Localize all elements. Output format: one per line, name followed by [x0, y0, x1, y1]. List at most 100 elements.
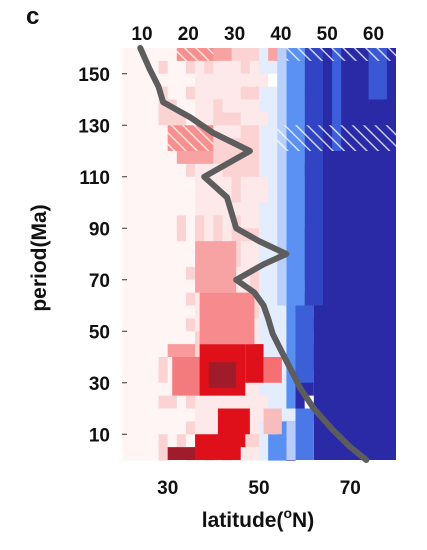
- y-tick-label: 10: [89, 425, 110, 446]
- hatched-band: [286, 48, 396, 61]
- heatmap-cell: [140, 331, 150, 345]
- heatmap-cell: [158, 189, 169, 204]
- hatched-band: [176, 48, 214, 61]
- heatmap-cell: [240, 86, 251, 101]
- heatmap-cell: [167, 266, 178, 281]
- heatmap-cell: [158, 408, 169, 422]
- heatmap-cell: [231, 189, 242, 204]
- heatmap-cell: [195, 447, 214, 460]
- heatmap-cell: [268, 163, 278, 178]
- heatmap-cell: [249, 163, 260, 178]
- heatmap-cell: [158, 382, 169, 397]
- heatmap-cell: [140, 228, 150, 242]
- heatmap-cell: [195, 151, 205, 165]
- heatmap-cell: [167, 151, 178, 165]
- heatmap-cell: [149, 318, 160, 332]
- heatmap-cell: [122, 305, 132, 319]
- heatmap-cell: [140, 447, 150, 461]
- heatmap-cell: [140, 138, 150, 152]
- heatmap-cell: [268, 202, 278, 216]
- heatmap-cell: [259, 60, 269, 75]
- heatmap-cell: [176, 395, 187, 410]
- heatmap-cell: [158, 254, 169, 268]
- heatmap-cell: [167, 279, 178, 294]
- heatmap-cell: [185, 86, 196, 101]
- heatmap-cell: [263, 357, 282, 383]
- heatmap-cell: [240, 112, 251, 126]
- x-axis-title-degree: o: [283, 505, 292, 521]
- heatmap-cell: [158, 125, 169, 139]
- heatmap-cell: [167, 176, 178, 191]
- heatmap-cell: [222, 138, 233, 152]
- heatmap-cell: [222, 228, 233, 242]
- heatmap-cell: [245, 344, 264, 383]
- heatmap-cell: [140, 189, 150, 204]
- heatmap-cell: [176, 176, 187, 191]
- heatmap-cell: [249, 305, 260, 319]
- heatmap-cell: [176, 292, 187, 307]
- heatmap-cell: [204, 408, 214, 422]
- heatmap-cell: [167, 189, 178, 204]
- heatmap-cell: [195, 241, 237, 293]
- heatmap-cell: [259, 163, 269, 178]
- heatmap-cell: [167, 254, 178, 268]
- top-tick-label: 10: [131, 24, 152, 45]
- heatmap-cell: [249, 408, 260, 422]
- heatmap-cell: [131, 318, 141, 332]
- heatmap-cell: [259, 228, 269, 242]
- heatmap-cell: [176, 318, 187, 332]
- heatmap-cell: [131, 228, 141, 242]
- heatmap-cell: [277, 395, 287, 410]
- heatmap-cell: [167, 447, 196, 460]
- heatmap-cell: [231, 163, 242, 178]
- heatmap-cell: [185, 318, 196, 332]
- heatmap-cell: [185, 408, 196, 422]
- heatmap-cell: [222, 176, 233, 191]
- heatmap-cell: [231, 112, 242, 126]
- heatmap-cell: [213, 395, 224, 410]
- heatmap-cell: [204, 99, 214, 113]
- heatmap-cell: [122, 318, 132, 332]
- heatmap-cell: [222, 215, 233, 229]
- heatmap-cell: [131, 202, 141, 216]
- heatmap-cell: [167, 421, 178, 435]
- heatmap-cell: [204, 215, 214, 229]
- heatmap-cell: [158, 331, 169, 345]
- heatmap-cell: [158, 48, 169, 62]
- heatmap-cell: [149, 86, 160, 101]
- heatmap-cell: [268, 266, 278, 281]
- heatmap-cell: [131, 163, 141, 178]
- heatmap-cell: [176, 73, 187, 88]
- heatmap-cell: [131, 266, 141, 281]
- heatmap-cell: [213, 86, 224, 101]
- heatmap-cell: [195, 176, 205, 191]
- heatmap-cell: [158, 292, 169, 307]
- heatmap-cell: [332, 48, 342, 151]
- heatmap-cell: [259, 112, 269, 126]
- heatmap-cell: [195, 408, 205, 422]
- heatmap-cell: [185, 73, 196, 88]
- heatmap-cell: [122, 202, 132, 216]
- heatmap-cell: [240, 125, 251, 139]
- heatmap-cell: [149, 125, 160, 139]
- heatmap-cell: [176, 279, 187, 294]
- heatmap-cell: [195, 163, 205, 178]
- top-tick-label: 30: [224, 24, 245, 45]
- heatmap-cell: [268, 344, 278, 358]
- heatmap-cell: [249, 189, 260, 204]
- heatmap-cell: [249, 254, 260, 268]
- heatmap-cell: [131, 254, 141, 268]
- heatmap-cell: [277, 357, 287, 371]
- heatmap-cell: [122, 176, 132, 191]
- heatmap-cell: [185, 292, 196, 307]
- heatmap-cell: [195, 202, 205, 216]
- heatmap-cell: [122, 254, 132, 268]
- heatmap-cell: [277, 48, 287, 306]
- x-tick-label: 70: [340, 478, 361, 499]
- heatmap-cell: [149, 344, 160, 358]
- heatmap-cell: [259, 241, 269, 255]
- heatmap-cell: [213, 112, 224, 126]
- heatmap-cell: [222, 125, 233, 139]
- heatmap-cell: [149, 266, 160, 281]
- heatmap-cell: [204, 73, 214, 88]
